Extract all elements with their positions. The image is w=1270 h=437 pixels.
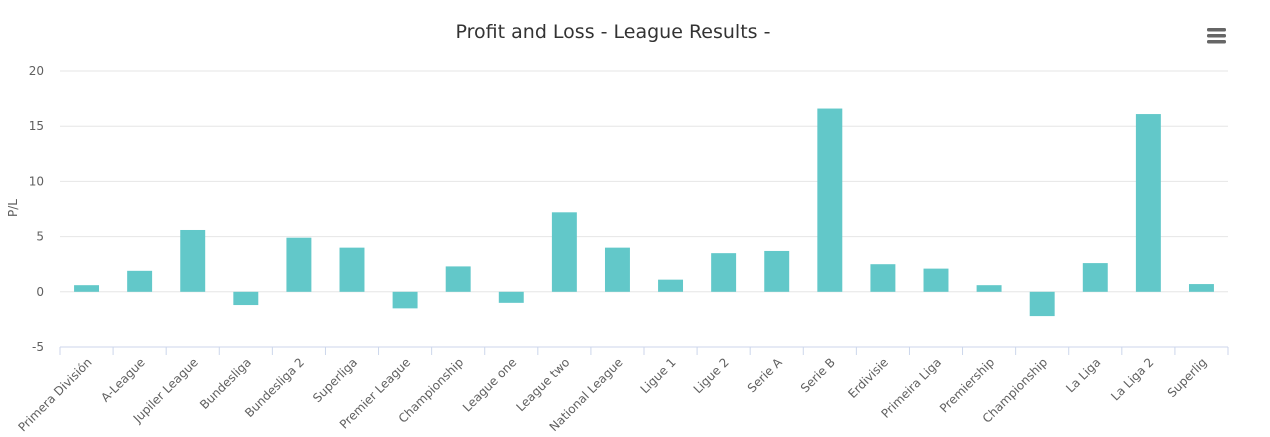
bar[interactable] xyxy=(74,285,100,292)
y-axis-ticks: -5 0 5 10 15 20 xyxy=(29,64,44,354)
x-tick-label: Ligue 1 xyxy=(638,355,679,396)
bar[interactable] xyxy=(127,270,153,292)
bar[interactable] xyxy=(604,247,630,292)
x-tick-label: Ligue 2 xyxy=(691,355,732,396)
y-tick-label: 5 xyxy=(36,230,44,244)
bar[interactable] xyxy=(1135,114,1161,292)
x-tick-label: League two xyxy=(513,355,572,414)
x-tick-label: Bundesliga xyxy=(197,355,254,412)
bar[interactable] xyxy=(445,266,471,292)
x-tick-label: La Liga xyxy=(1063,355,1103,395)
bar[interactable] xyxy=(870,264,896,292)
y-axis-title: P/L xyxy=(6,199,20,217)
x-tick-label: Superliga xyxy=(310,355,360,405)
x-tick-label: Serie A xyxy=(745,355,786,396)
bar[interactable] xyxy=(1082,263,1108,292)
x-tick-label: Erdivisie xyxy=(845,355,891,401)
bar[interactable] xyxy=(923,268,949,292)
bar[interactable] xyxy=(498,291,524,303)
bar[interactable] xyxy=(976,285,1002,292)
bar[interactable] xyxy=(286,237,312,292)
x-tick-label: Serie B xyxy=(798,355,838,395)
hamburger-menu-icon xyxy=(1207,28,1226,44)
bar[interactable] xyxy=(658,279,684,292)
y-tick-label: 20 xyxy=(29,64,44,78)
bar[interactable] xyxy=(764,250,790,292)
y-tick-label: 10 xyxy=(29,174,44,188)
bar[interactable] xyxy=(1188,284,1214,292)
bar[interactable] xyxy=(817,108,843,292)
x-axis xyxy=(59,346,1229,355)
x-tick-label: League one xyxy=(460,355,519,414)
y-tick-label: 15 xyxy=(29,119,44,133)
bar[interactable] xyxy=(233,291,259,306)
bar[interactable] xyxy=(180,229,206,292)
bar[interactable] xyxy=(551,212,577,292)
bar-series xyxy=(74,108,1214,317)
y-tick-label: -5 xyxy=(32,340,44,354)
bar[interactable] xyxy=(392,291,418,309)
bar[interactable] xyxy=(1029,291,1055,317)
x-tick-label: A-League xyxy=(98,355,148,405)
y-tick-label: 0 xyxy=(36,285,44,299)
x-tick-label: Primera División xyxy=(15,355,94,434)
bar[interactable] xyxy=(711,253,737,292)
chart-title: Profit and Loss - League Results - xyxy=(456,21,771,43)
x-tick-label: La Liga 2 xyxy=(1108,355,1156,403)
bar[interactable] xyxy=(339,247,365,292)
x-tick-label: Superlig xyxy=(1165,355,1210,400)
chart-menu-button[interactable] xyxy=(1199,22,1235,50)
